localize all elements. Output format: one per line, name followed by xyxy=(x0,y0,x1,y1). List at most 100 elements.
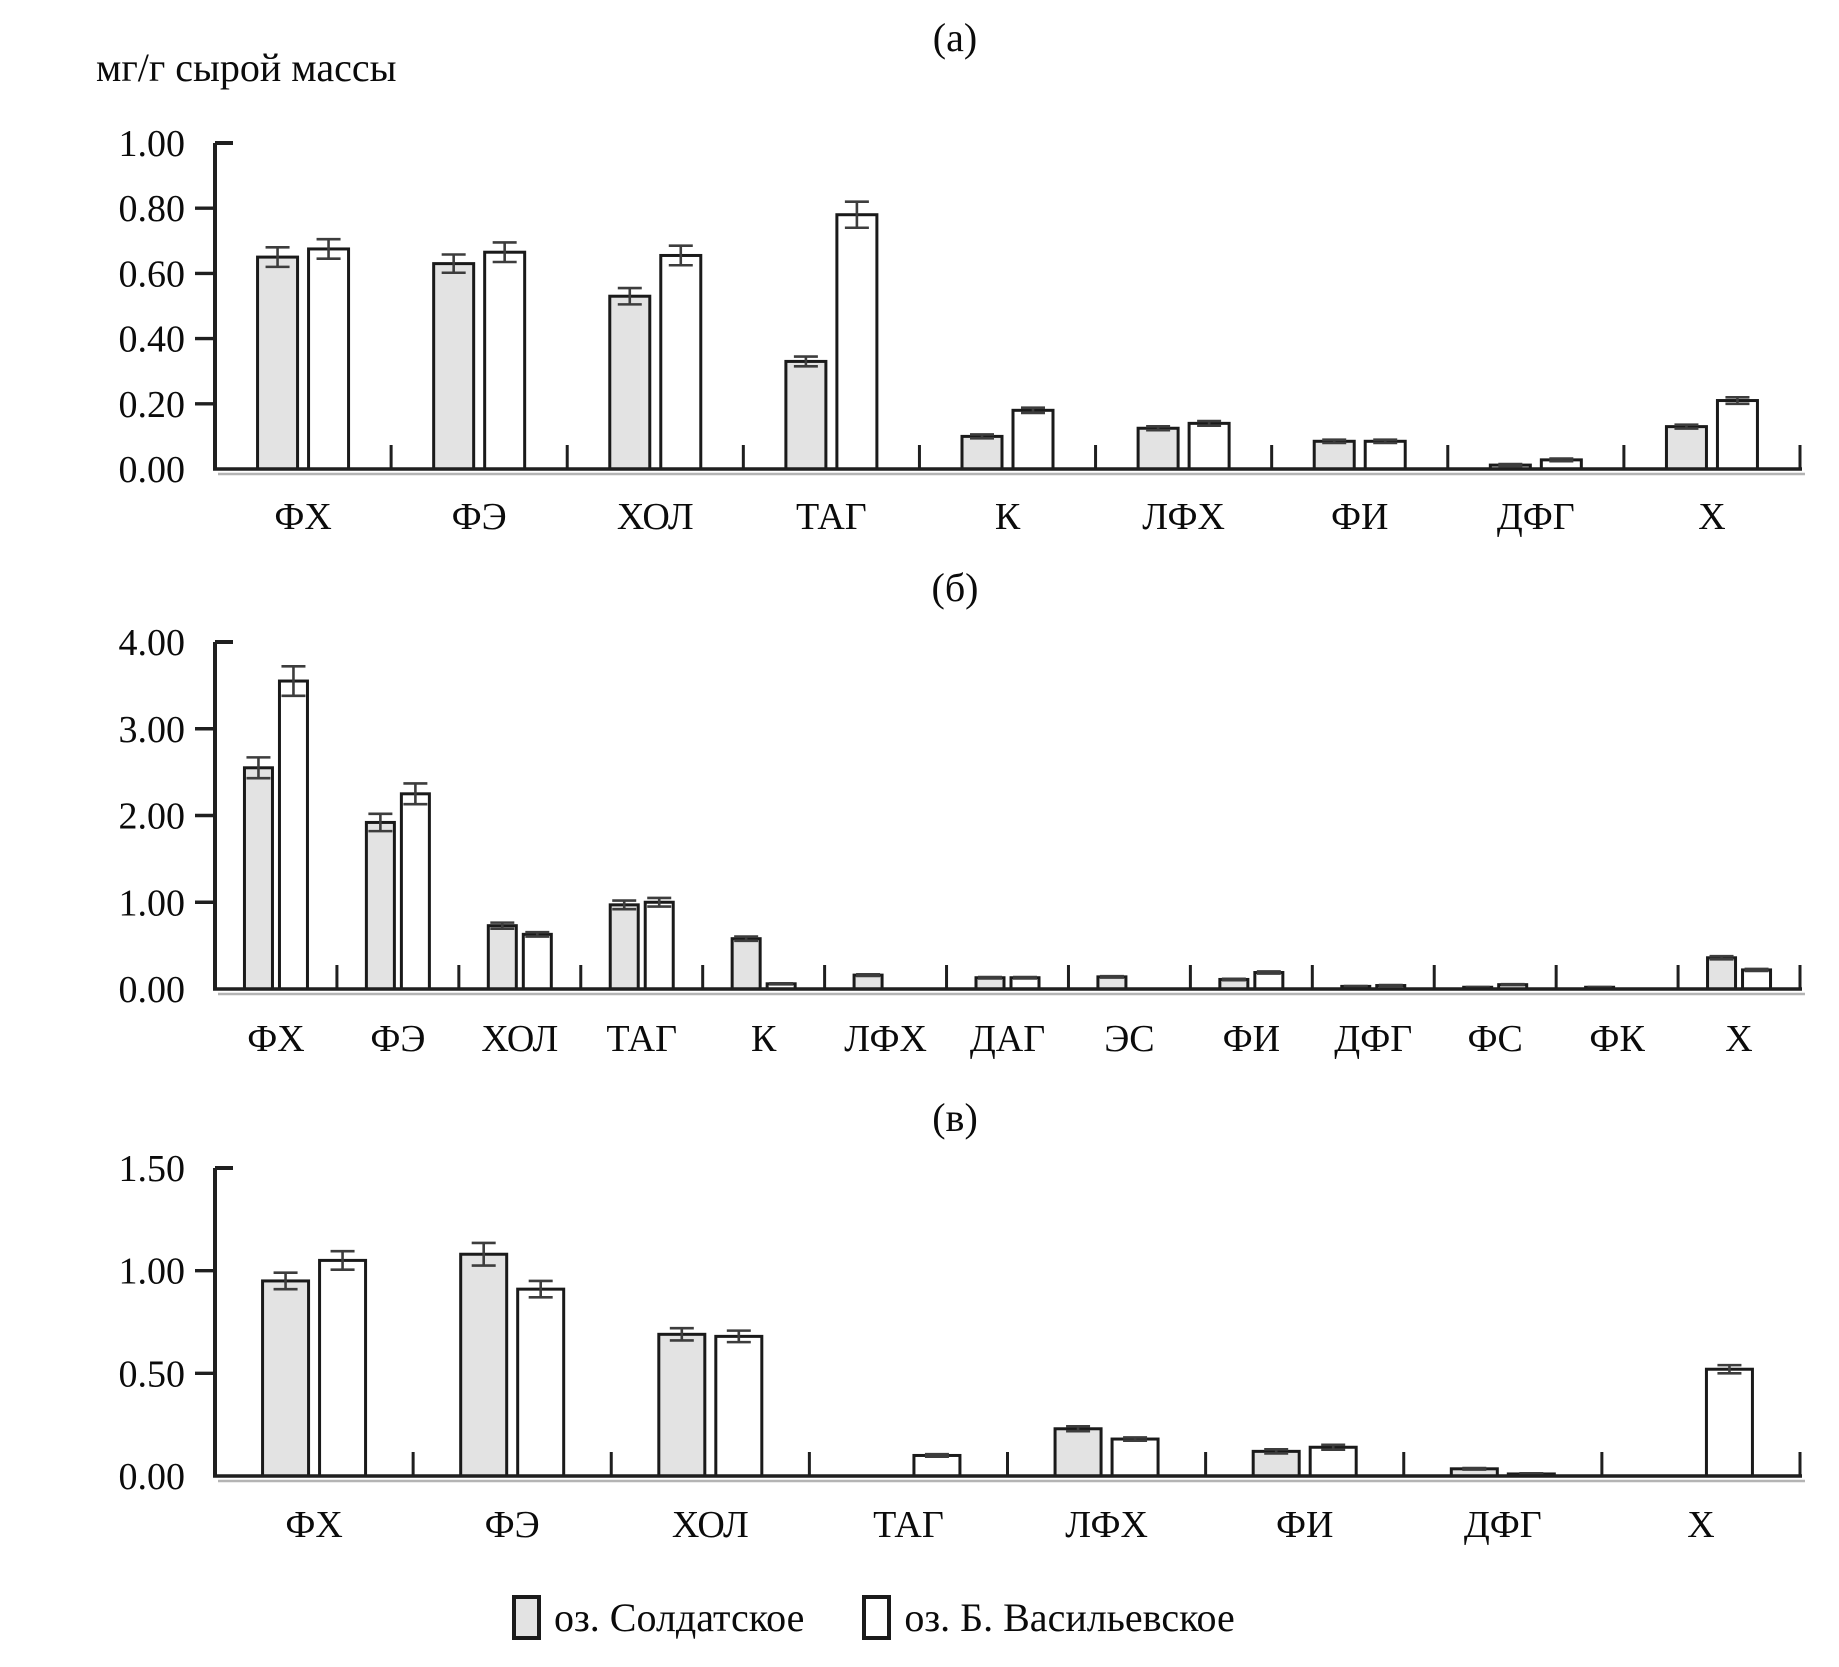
y-tick-label: 0.50 xyxy=(119,1353,186,1395)
bar xyxy=(1253,971,1285,991)
category-label: ФК xyxy=(1589,1018,1645,1060)
bar xyxy=(1110,1437,1160,1478)
bar xyxy=(364,820,396,991)
category-label: ЭС xyxy=(1104,1018,1154,1060)
category-label: ФХ xyxy=(247,1018,304,1060)
bar xyxy=(261,1279,311,1478)
bar xyxy=(730,937,762,991)
panel-c-title: (в) xyxy=(932,1095,978,1140)
category-label: ТАГ xyxy=(606,1018,677,1060)
category-label: Х xyxy=(1687,1504,1714,1546)
bar xyxy=(399,792,431,991)
bar xyxy=(960,434,1004,471)
bar xyxy=(1363,439,1407,471)
y-tick-label: 1.00 xyxy=(119,882,186,924)
bar xyxy=(1706,956,1738,991)
legend-swatch-gray xyxy=(512,1595,541,1640)
bar xyxy=(432,262,476,471)
bar xyxy=(714,1334,764,1478)
bar xyxy=(1251,1449,1301,1478)
category-label: ТАГ xyxy=(873,1504,944,1546)
y-axis-title: мг/г сырой массы xyxy=(96,45,397,90)
y-tick-label: 0.00 xyxy=(119,1456,186,1498)
y-tick-label: 4.00 xyxy=(119,622,186,664)
category-label: Х xyxy=(1725,1018,1752,1060)
y-tick-label: 0.00 xyxy=(119,969,186,1011)
bar xyxy=(277,679,309,991)
y-tick-label: 0.40 xyxy=(119,319,186,361)
bar xyxy=(242,766,274,991)
bar xyxy=(521,932,553,991)
category-label: ДФГ xyxy=(1334,1018,1412,1060)
legend-label-soldatskoe: оз. Солдатское xyxy=(554,1595,805,1640)
category-label: ФИ xyxy=(1331,496,1388,538)
panel-b: ФХ ФЭ ХОЛ ТАГ К ЛФХ ДАГ ЭС ФИ ДФГ ФС ФК Х 0.00 1.00 2.0… xyxy=(119,622,1805,1060)
category-label: ЛФХ xyxy=(1065,1504,1148,1546)
bar xyxy=(516,1287,566,1478)
category-label: ФЭ xyxy=(370,1018,425,1060)
bar xyxy=(835,213,879,471)
bar xyxy=(659,253,703,471)
bar xyxy=(657,1332,707,1478)
bar xyxy=(459,1252,509,1478)
y-tick-label: 1.50 xyxy=(119,1148,186,1190)
category-label: К xyxy=(995,496,1021,538)
category-label: ХОЛ xyxy=(617,496,694,538)
bar xyxy=(608,903,640,991)
category-label: ДАГ xyxy=(970,1018,1045,1060)
bar xyxy=(486,924,518,991)
y-tick-label: 0.60 xyxy=(119,253,186,295)
bar xyxy=(1187,421,1231,471)
category-label: ФИ xyxy=(1276,1504,1333,1546)
category-label: К xyxy=(751,1018,777,1060)
category-label: ФХ xyxy=(274,496,331,538)
y-tick-label: 3.00 xyxy=(119,709,186,751)
y-tick-label: 0.20 xyxy=(119,384,186,426)
bar xyxy=(1053,1427,1103,1478)
category-label: ТАГ xyxy=(796,496,867,538)
category-label: Х xyxy=(1698,496,1725,538)
legend-item-soldatskoe: оз. Солдатское xyxy=(512,1594,804,1641)
bar xyxy=(1715,399,1759,471)
category-label: ФХ xyxy=(285,1504,342,1546)
y-tick-label: 1.00 xyxy=(119,123,186,165)
category-label: ДФГ xyxy=(1497,496,1575,538)
legend-swatch-white xyxy=(862,1595,892,1640)
y-tick-label: 0.00 xyxy=(119,449,186,491)
bar xyxy=(1011,408,1055,471)
panel-a: ФХ ФЭ ХОЛ ТАГ К ЛФХ ФИ ДФГ Х 0.00 0.20 0.40 0.60 0.80… xyxy=(119,123,1805,538)
bar xyxy=(912,1453,962,1478)
bar xyxy=(608,294,652,471)
panel-c: ФХ ФЭ ХОЛ ТАГ ЛФХ ФИ ДФГ Х 0.00 0.50 1.00 1.50 xyxy=(119,1148,1805,1546)
legend: оз. Солдатское оз. Б. Васильевское xyxy=(512,1594,1235,1641)
bar xyxy=(1136,426,1180,471)
y-tick-label: 0.80 xyxy=(119,188,186,230)
bar xyxy=(1664,425,1708,471)
bar xyxy=(1308,1445,1358,1478)
bar xyxy=(1741,968,1773,991)
bar xyxy=(256,255,300,471)
bar xyxy=(643,900,675,991)
legend-item-vasilevskoe: оз. Б. Васильевское xyxy=(862,1594,1235,1641)
legend-label-vasilevskoe: оз. Б. Васильевское xyxy=(904,1595,1235,1640)
bar xyxy=(1312,439,1356,471)
category-label: ХОЛ xyxy=(481,1018,558,1060)
y-tick-label: 1.00 xyxy=(119,1251,186,1293)
bar xyxy=(784,359,828,471)
category-label: ФЭ xyxy=(485,1504,540,1546)
bar xyxy=(483,250,527,471)
bar xyxy=(1704,1367,1754,1478)
category-label: ДФГ xyxy=(1464,1504,1542,1546)
y-tick-label: 2.00 xyxy=(119,796,186,838)
category-label: ФЭ xyxy=(452,496,507,538)
bar xyxy=(318,1258,368,1478)
panel-a-title: (а) xyxy=(932,15,978,60)
category-label: ФИ xyxy=(1223,1018,1280,1060)
category-label: ЛФХ xyxy=(844,1018,927,1060)
category-label: ФС xyxy=(1468,1018,1523,1060)
bar xyxy=(307,247,351,471)
category-label: ХОЛ xyxy=(672,1504,749,1546)
category-label: ЛФХ xyxy=(1142,496,1225,538)
